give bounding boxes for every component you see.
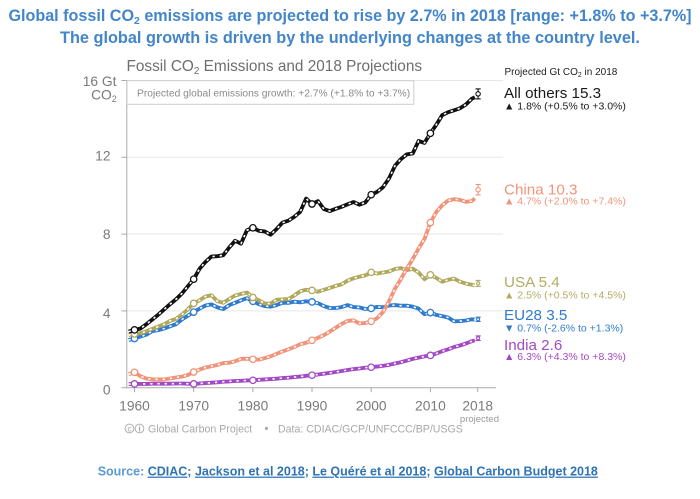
svg-text:Fossil CO2 Emissions and 2018: Fossil CO2 Emissions and 2018 Projection… (127, 58, 423, 77)
svg-text:8: 8 (103, 227, 111, 242)
svg-text:12: 12 (95, 149, 110, 164)
svg-text:▼ 0.7% (-2.6% to +1.3%): ▼ 0.7% (-2.6% to +1.3%) (504, 322, 623, 334)
svg-text:▲ 4.7% (+2.0% to +7.4%): ▲ 4.7% (+2.0% to +7.4%) (504, 196, 626, 208)
svg-text:▲ 6.3% (+4.3% to +8.3%): ▲ 6.3% (+4.3% to +8.3%) (504, 351, 626, 363)
svg-text:India 2.6: India 2.6 (504, 337, 562, 354)
svg-text:All others 15.3: All others 15.3 (504, 85, 601, 102)
svg-text:1960: 1960 (119, 399, 150, 414)
svg-text:The global growth is driven by: The global growth is driven by the under… (60, 29, 640, 47)
svg-text:CO2: CO2 (91, 88, 117, 105)
svg-text:2010: 2010 (415, 399, 446, 414)
svg-text:c: c (127, 424, 132, 434)
svg-text:4: 4 (103, 306, 111, 321)
svg-text:▲ 2.5% (+0.5% to +4.5%): ▲ 2.5% (+0.5% to +4.5%) (504, 289, 626, 301)
svg-text:projected: projected (460, 414, 499, 425)
svg-text:16 Gt: 16 Gt (83, 74, 117, 89)
svg-text:1990: 1990 (297, 399, 328, 414)
svg-text:EU28 3.5: EU28 3.5 (504, 307, 567, 324)
svg-text:Projected Gt CO2 in 2018: Projected Gt CO2 in 2018 (505, 67, 618, 79)
svg-text:1980: 1980 (238, 399, 269, 414)
svg-text:Projected global emissions gro: Projected global emissions growth: +2.7%… (137, 88, 410, 99)
svg-text:•: • (264, 421, 268, 435)
svg-text:Global Carbon Project: Global Carbon Project (148, 423, 252, 435)
svg-text:Global fossil CO2 emissions ar: Global fossil CO2 emissions are projecte… (8, 7, 691, 27)
svg-text:USA 5.4: USA 5.4 (504, 274, 560, 291)
svg-text:Source: CDIAC; Jackson et al 2: Source: CDIAC; Jackson et al 2018; Le Qu… (98, 465, 598, 479)
svg-text:China 10.3: China 10.3 (504, 182, 577, 199)
svg-text:2018: 2018 (462, 399, 493, 414)
svg-text:i: i (138, 424, 140, 434)
svg-text:1970: 1970 (178, 399, 209, 414)
svg-text:2000: 2000 (356, 399, 387, 414)
svg-text:0: 0 (103, 383, 111, 398)
svg-text:▲ 1.8% (+0.5% to +3.0%): ▲ 1.8% (+0.5% to +3.0%) (504, 100, 626, 112)
svg-text:Data: CDIAC/GCP/UNFCCC/BP/USGS: Data: CDIAC/GCP/UNFCCC/BP/USGS (278, 423, 463, 435)
